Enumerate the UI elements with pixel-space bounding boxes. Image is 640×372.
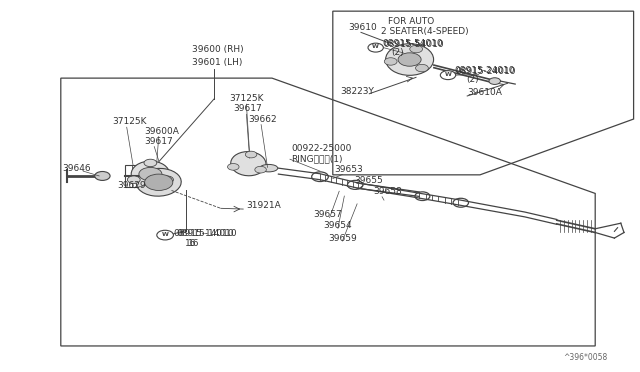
Text: 16: 16 [188,240,200,248]
Text: 38223Y: 38223Y [340,87,374,96]
Text: 39659: 39659 [328,234,357,243]
Circle shape [255,166,266,173]
Circle shape [127,176,140,183]
Text: 08915-24010: 08915-24010 [454,66,515,75]
Text: 08915-54010: 08915-54010 [383,39,444,48]
Circle shape [145,174,173,190]
Text: 08915-54010: 08915-54010 [383,40,444,49]
Text: W: W [162,232,168,237]
Text: 39653: 39653 [335,165,364,174]
Text: 08915-24010: 08915-24010 [455,67,516,76]
Circle shape [415,64,428,72]
Text: (2): (2) [466,76,479,84]
Text: 08915-14010: 08915-14010 [176,229,237,238]
Text: 39646: 39646 [63,164,92,173]
Text: 39610: 39610 [348,23,377,32]
Text: 39629: 39629 [117,181,146,190]
Text: 37125K: 37125K [229,94,264,103]
Text: 39601 (LH): 39601 (LH) [192,58,243,67]
Text: 31921A: 31921A [246,201,281,210]
Circle shape [161,176,173,183]
Circle shape [144,159,157,167]
Circle shape [398,53,421,66]
Circle shape [157,230,173,240]
Text: 39617: 39617 [144,137,173,146]
Text: 08915-14010: 08915-14010 [173,229,234,238]
Text: 37125K: 37125K [112,118,147,126]
Text: 39600A: 39600A [144,127,179,136]
Text: RINGリング(1): RINGリング(1) [291,154,342,163]
Ellipse shape [385,44,434,75]
Circle shape [489,78,500,84]
Text: 00922-25000: 00922-25000 [291,144,351,153]
Circle shape [245,151,257,158]
Text: FOR AUTO: FOR AUTO [388,17,435,26]
Text: 39600 (RH): 39600 (RH) [192,45,244,54]
Ellipse shape [131,161,170,187]
Text: 39657: 39657 [314,211,342,219]
Circle shape [228,164,239,170]
Text: 39655: 39655 [354,176,383,185]
Circle shape [368,43,383,52]
Text: W: W [372,44,379,49]
Ellipse shape [260,164,278,172]
Text: 39658: 39658 [373,187,402,196]
Text: 39654: 39654 [323,221,352,230]
Circle shape [440,71,456,80]
Ellipse shape [136,169,181,196]
Circle shape [384,58,397,65]
Text: 39610A: 39610A [467,88,502,97]
Circle shape [95,171,110,180]
Circle shape [410,45,422,53]
Text: ^396*0058: ^396*0058 [563,353,607,362]
Bar [125,165,141,187]
Text: W: W [445,72,451,77]
Text: 16: 16 [185,239,196,248]
Text: 39662: 39662 [248,115,277,124]
Text: 39617: 39617 [234,105,262,113]
Text: (2): (2) [391,48,404,57]
Ellipse shape [230,152,266,176]
Text: 2 SEATER(4-SPEED): 2 SEATER(4-SPEED) [381,27,468,36]
Circle shape [139,167,162,181]
